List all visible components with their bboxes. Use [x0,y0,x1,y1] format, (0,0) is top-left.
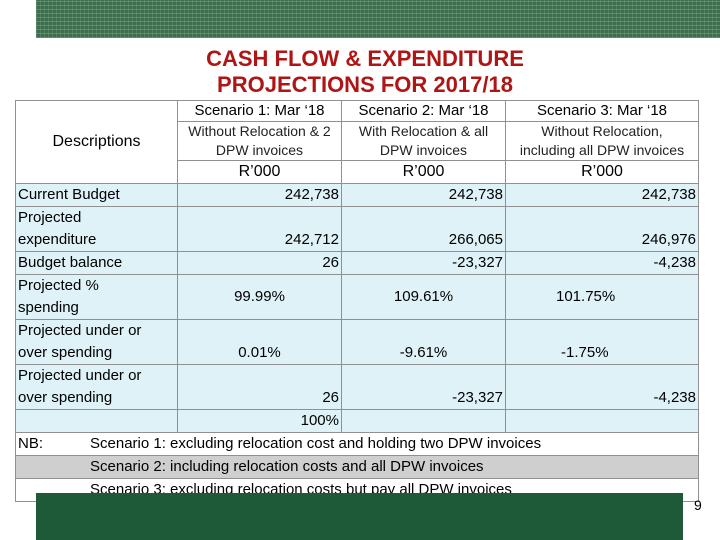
row-label: Current Budget [15,183,178,207]
page-title: CASH FLOW & EXPENDITURE PROJECTIONS FOR … [100,46,630,98]
cell: 26 [177,251,342,275]
cell [15,409,178,433]
row-label: Projected expenditure [15,206,178,252]
scenario-3-header: Scenario 3: Mar ‘18 [505,100,699,122]
scenario-1-subtitle: Without Relocation & 2 DPW invoices [177,121,342,161]
cell: 100% [177,409,342,433]
nb-line-1: Scenario 1: excluding relocation cost an… [90,435,542,452]
cell: -4,238 [505,364,699,410]
table-row: 100% [15,409,699,433]
projection-table: Descriptions Scenario 1: Mar ‘18 Scenari… [15,100,699,502]
cell: -23,327 [341,251,506,275]
cell: 99.99% [177,274,342,320]
scenario-1-header: Scenario 1: Mar ‘18 [177,100,342,122]
row-label: Projected under or over spending [15,319,178,365]
cell: 242,738 [341,183,506,207]
descriptions-header: Descriptions [15,100,178,184]
row-label: Budget balance [15,251,178,275]
footer-band [36,493,683,540]
cell: 101.75% [505,274,699,320]
cell: -1.75% [505,319,699,365]
cell: 109.61% [341,274,506,320]
page-number: 9 [694,497,702,513]
nb-row: NB: Scenario 1: excluding relocation cos… [15,432,699,456]
row-label: Projected % spending [15,274,178,320]
title-line-1: CASH FLOW & EXPENDITURE [206,46,524,71]
table-row: Current Budget 242,738 242,738 242,738 [15,183,699,207]
scenario-3-unit: R’000 [505,160,699,184]
title-line-2: PROJECTIONS FOR 2017/18 [217,72,513,97]
cell: -4,238 [505,251,699,275]
scenario-3-subtitle: Without Relocation, including all DPW inv… [505,121,699,161]
table-row: Budget balance 26 -23,327 -4,238 [15,251,699,275]
row-label: Projected under or over spending [15,364,178,410]
cell: 242,738 [505,183,699,207]
nb-row: Scenario 2: including relocation costs a… [15,455,699,479]
header-band [36,0,720,38]
scenario-2-subtitle: With Relocation & all DPW invoices [341,121,506,161]
table-row: Projected under or over spending 26 -23,3… [15,364,699,410]
cell: 246,976 [505,206,699,252]
table-row: Projected under or over spending 0.01% -9… [15,319,699,365]
cell [505,409,699,433]
scenario-2-header: Scenario 2: Mar ‘18 [341,100,506,122]
scenario-1-unit: R’000 [177,160,342,184]
nb-label: NB: [18,435,44,452]
nb-line-2: Scenario 2: including relocation costs a… [15,455,699,479]
cell: -23,327 [341,364,506,410]
cell: 0.01% [177,319,342,365]
cell: 242,738 [177,183,342,207]
cell: -9.61% [341,319,506,365]
scenario-2-unit: R’000 [341,160,506,184]
nb-cell: NB: Scenario 1: excluding relocation cos… [15,432,699,456]
cell: 242,712 [177,206,342,252]
cell: 26 [177,364,342,410]
table-row: Projected expenditure 242,712 266,065 246… [15,206,699,252]
cell [341,409,506,433]
table-row: Projected % spending 99.99% 109.61% 101.7… [15,274,699,320]
cell: 266,065 [341,206,506,252]
